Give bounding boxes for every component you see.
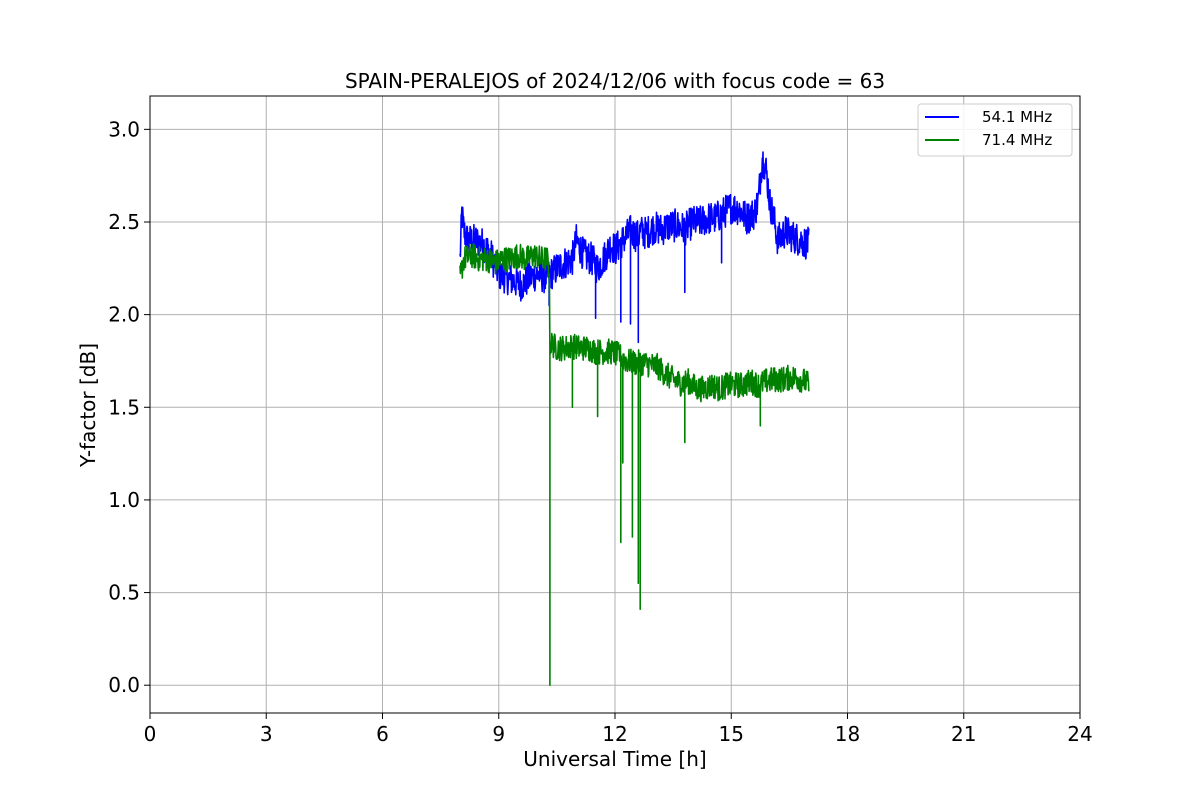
y-axis-label: Y-factor [dB]	[76, 343, 100, 468]
y-tick-label: 1.5	[108, 395, 140, 419]
y-tick-label: 2.5	[108, 210, 140, 234]
series-layer	[459, 151, 810, 686]
y-tick-label: 1.0	[108, 488, 140, 512]
legend-label-71mhz: 71.4 MHz	[982, 131, 1052, 149]
x-tick-label: 15	[719, 722, 744, 746]
ticks: 0 3 6 9 12 15 18 21 24 0.0 0.5 1.0 1.5 2.0 2.5 3.0	[108, 117, 1093, 746]
legend: 54.1 MHz 71.4 MHz	[917, 103, 1073, 157]
x-tick-label: 6	[376, 722, 389, 746]
x-tick-label: 18	[835, 722, 860, 746]
x-tick-label: 9	[492, 722, 505, 746]
x-tick-label: 21	[951, 722, 976, 746]
legend-label-54mhz: 54.1 MHz	[982, 108, 1052, 126]
y-tick-label: 0.0	[108, 673, 140, 697]
y-tick-label: 2.0	[108, 303, 140, 327]
x-tick-label: 24	[1067, 722, 1092, 746]
chart-title: SPAIN-PERALEJOS of 2024/12/06 with focus…	[345, 69, 885, 93]
x-tick-label: 12	[602, 722, 627, 746]
series-71mhz-line	[459, 243, 810, 686]
x-axis-label: Universal Time [h]	[523, 747, 706, 771]
x-tick-label: 3	[260, 722, 273, 746]
series-54mhz-line	[459, 151, 810, 344]
x-tick-label: 0	[144, 722, 157, 746]
y-tick-label: 0.5	[108, 581, 140, 605]
y-tick-label: 3.0	[108, 117, 140, 141]
